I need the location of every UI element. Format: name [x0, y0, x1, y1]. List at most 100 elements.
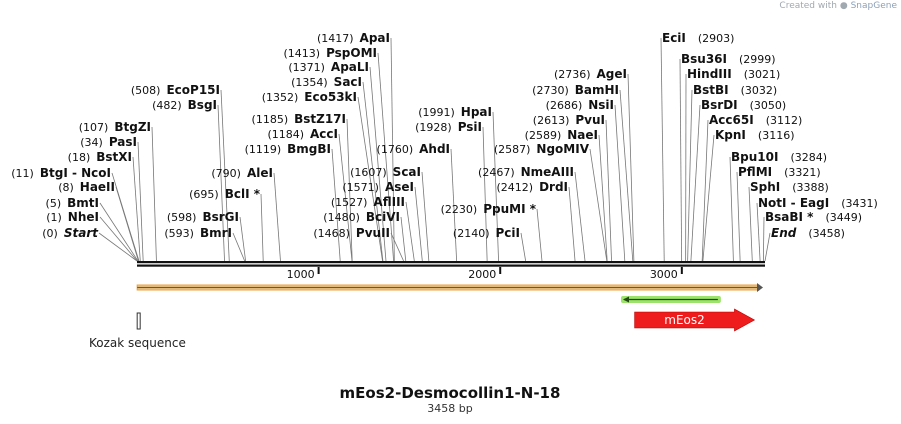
site-start-0: Start (0)	[42, 226, 99, 240]
site-agei-2736-name: AgeI	[597, 67, 627, 81]
site-haeii-8-name: HaeII	[80, 180, 115, 194]
site-sphi-3388-name: SphI	[750, 180, 780, 194]
site-bcli-695-name: BclI *	[225, 187, 261, 201]
site-sphi-3388-leader	[748, 186, 753, 262]
site-bsrdi-3050: BsrDI (3050)	[701, 98, 786, 112]
site-eco53ki-1352-name: Eco53kI	[304, 90, 357, 104]
site-alei-790-name: AleI	[247, 166, 273, 180]
site-kpni-3116-leader	[702, 134, 715, 262]
site-bmri-593: BmrI (593)	[164, 226, 232, 240]
site-bsgi-482-name: BsgI	[188, 98, 217, 112]
meos2-inner-left-arrowhead	[622, 296, 629, 303]
site-btgzi-107: BtgZI (107)	[79, 120, 151, 134]
site-scai-1607-leader	[421, 171, 430, 262]
features: mEos2 Kozak sequence	[89, 283, 763, 350]
site-eco53ki-1352-position: (1352)	[262, 91, 299, 104]
site-bpu10i-3284: Bpu10I (3284)	[731, 150, 827, 164]
site-bstz17i-1185-name: BstZ17I	[294, 112, 346, 126]
site-bsrdi-3050-leader	[690, 104, 701, 262]
site-ecii-2903-name: EciI	[662, 31, 686, 45]
tick-mark-3000	[680, 267, 683, 274]
site-bstbi-3032-position: (3032)	[741, 84, 778, 97]
site-bpu10i-3284-leader	[729, 156, 734, 262]
site-hpai-1991: HpaI (1991)	[418, 105, 492, 119]
site-haeii-8-position: (8)	[58, 181, 74, 194]
site-psii-1928-name: PsiI	[458, 120, 482, 134]
site-pasi-34-leader	[137, 141, 144, 262]
site-scai-1607-name: ScaI	[393, 165, 421, 179]
site-bsu36i-2999-leader	[679, 58, 683, 262]
site-bsu36i-2999-position: (2999)	[739, 53, 776, 66]
site-pvui-2613-leader	[605, 119, 612, 262]
site-nhei-1-position: (1)	[46, 211, 62, 224]
site-acci-1184-leader	[338, 133, 353, 262]
site-bamhi-2730-position: (2730)	[532, 84, 569, 97]
site-bsu36i-2999-name: Bsu36I	[681, 52, 727, 66]
site-pcii-2140: PciI (2140)	[453, 226, 520, 240]
site-pvuii-1468-leader	[390, 232, 404, 262]
site-bmti-5-name: BmtI	[67, 196, 99, 210]
site-afliii-1527-name: AflIII	[373, 195, 405, 209]
site-psii-1928-leader	[482, 126, 488, 262]
site-sphi-3388: SphI (3388)	[750, 180, 829, 194]
ruler-ticks: 1000 2000 3000	[287, 267, 683, 281]
site-bsgi-482-position: (482)	[152, 99, 182, 112]
site-apai-1417-position: (1417)	[317, 32, 354, 45]
site-drdi-2412: DrdI (2412)	[496, 180, 568, 194]
site-ahdi-1760-leader	[450, 148, 458, 262]
site-pvui-2613: PvuI (2613)	[533, 113, 605, 127]
site-btgzi-107-leader	[151, 126, 157, 262]
site-pspomi-1413-name: PspOMI	[326, 46, 377, 60]
site-hpai-1991-leader	[492, 111, 499, 262]
site-ppumi-2230-position: (2230)	[441, 203, 478, 216]
site-agei-2736-leader	[627, 73, 635, 262]
site-psii-1928: PsiI (1928)	[415, 120, 482, 134]
site-bstbi-3032: BstBI (3032)	[693, 83, 777, 97]
site-nmeaiii-2467: NmeAIII (2467)	[478, 165, 574, 179]
site-acc65i-3112-name: Acc65I	[709, 113, 754, 127]
site-apali-1371-leader	[369, 66, 387, 262]
site-haeii-8: HaeII (8)	[58, 180, 115, 194]
site-bmti-5: BmtI (5)	[46, 196, 99, 210]
site-pspomi-1413-position: (1413)	[283, 47, 320, 60]
site-hindiii-3021-name: HindIII	[687, 67, 732, 81]
site-apali-1371-name: ApaLI	[331, 60, 369, 74]
kozak-label: Kozak sequence	[89, 336, 186, 350]
site-btgzi-107-position: (107)	[79, 121, 109, 134]
site-bstz17i-1185-leader	[346, 118, 353, 262]
site-bstbi-3032-name: BstBI	[693, 83, 729, 97]
credit-prefix: Created with	[779, 1, 837, 11]
map-title: mEos2-Desmocollin1-N-18	[340, 384, 561, 402]
site-asei-1571: AseI (1571)	[342, 180, 414, 194]
site-noti-eagi-3431-name: NotI - EagI	[758, 196, 829, 210]
site-hindiii-3021: HindIII (3021)	[687, 67, 780, 81]
kozak-box	[136, 312, 141, 330]
site-bsabi-3449-position: (3449)	[825, 211, 862, 224]
snapgene-logo-icon: ●	[839, 1, 848, 11]
site-ecop15i-508: EcoP15I (508)	[131, 83, 220, 97]
site-ppumi-2230-name: PpuMI *	[483, 202, 537, 216]
site-pspomi-1413: PspOMI (1413)	[283, 46, 377, 60]
site-pasi-34-name: PasI	[109, 135, 137, 149]
site-apali-1371-position: (1371)	[288, 61, 325, 74]
site-bpu10i-3284-position: (3284)	[790, 151, 827, 164]
site-bmri-593-name: BmrI	[200, 226, 232, 240]
site-eco53ki-1352-leader	[357, 96, 383, 262]
site-labels: Start (0) NheI (1) BmtI (5) HaeII (8)BtgI - Nco…	[11, 31, 878, 240]
site-afliii-1527-position: (1527)	[331, 196, 368, 209]
site-start-0-leader	[98, 232, 138, 262]
site-drdi-2412-leader	[568, 186, 576, 262]
site-bsgi-482: BsgI (482)	[152, 98, 217, 112]
site-acc65i-3112: Acc65I (3112)	[709, 113, 802, 127]
site-ecii-2903-leader	[660, 37, 665, 262]
site-ecii-2903-position: (2903)	[698, 32, 735, 45]
site-afliii-1527: AflIII (1527)	[331, 195, 405, 209]
meos2-arrow	[634, 308, 756, 332]
site-kpni-3116-name: KpnI	[715, 128, 746, 142]
site-saci-1354-position: (1354)	[291, 76, 328, 89]
tick-mark-2000	[499, 267, 502, 274]
site-end-3458-leader	[764, 232, 771, 262]
site-psii-1928-position: (1928)	[415, 121, 452, 134]
site-bsrdi-3050-position: (3050)	[750, 99, 787, 112]
site-start-0-name: Start	[64, 226, 99, 240]
